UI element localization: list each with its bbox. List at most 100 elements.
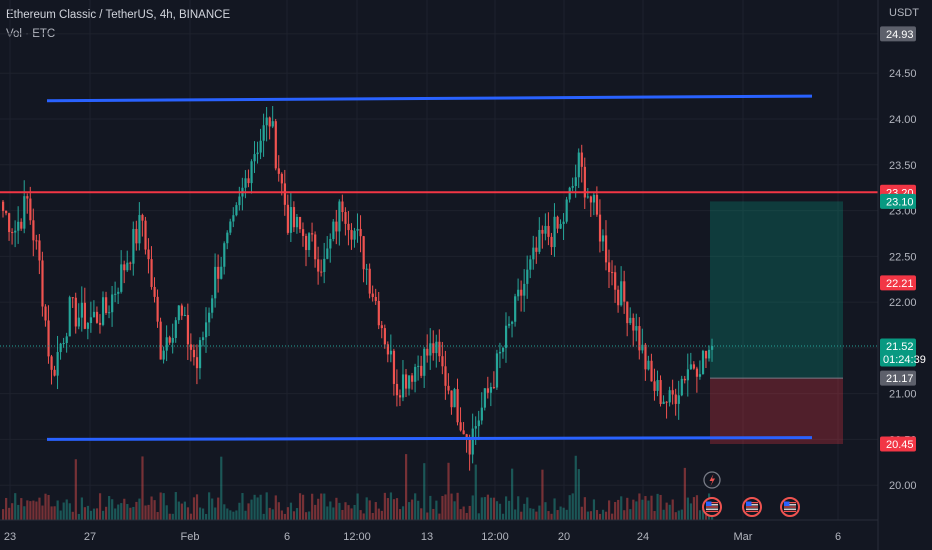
candle-body <box>277 168 280 174</box>
candle-body <box>217 266 220 279</box>
volume-bar <box>223 504 226 520</box>
flag-icon-stripe <box>746 506 758 508</box>
volume-bar <box>386 498 390 520</box>
volume-bar <box>265 492 268 520</box>
volume-bar <box>659 494 662 520</box>
volume-bar <box>562 507 565 520</box>
volume-bar <box>423 463 426 520</box>
price-tag-label: 21.52 <box>886 341 914 353</box>
price-tick-label: 24.50 <box>889 68 917 80</box>
volume-bar <box>380 510 383 520</box>
volume-bar <box>320 493 323 520</box>
candle-body <box>707 349 711 359</box>
volume-bar <box>17 504 20 520</box>
time-tick-label: 23 <box>4 531 16 543</box>
candle-body <box>59 343 62 353</box>
volume-bar <box>347 505 350 520</box>
candle-body <box>311 233 314 235</box>
time-axis[interactable]: 23 27 Feb 6 12:00 13 12:00 20 24 Mar 6 <box>0 519 878 543</box>
candle-body <box>617 289 620 306</box>
volume-bar <box>668 504 671 520</box>
volume-bar <box>377 508 380 520</box>
candle-body <box>450 390 453 408</box>
candle-body <box>171 337 174 343</box>
price-tag-label: 24.93 <box>886 29 914 41</box>
flag-icon-stripe <box>784 508 796 510</box>
candle-body <box>583 166 586 198</box>
volume-bar <box>583 497 586 520</box>
candle-body <box>429 343 432 356</box>
volume-bar <box>217 497 220 520</box>
volume-bar <box>538 505 541 520</box>
volume-bar <box>698 510 702 520</box>
candle-body <box>435 341 438 354</box>
price-tag <box>880 193 916 209</box>
candle-body <box>565 199 568 222</box>
chart-events[interactable] <box>702 471 800 517</box>
candle-body <box>101 297 105 325</box>
volume-bar <box>32 500 35 520</box>
trend-lines[interactable] <box>0 94 878 441</box>
volume-bar <box>271 509 274 520</box>
volume-bar <box>498 503 502 520</box>
candle-body <box>256 152 259 155</box>
candle-body <box>2 201 5 211</box>
volume-bar <box>117 504 120 520</box>
volume-bar <box>483 497 486 520</box>
candle-body <box>329 238 332 249</box>
volume-bar <box>95 508 99 520</box>
volume-bar <box>301 494 305 520</box>
volume-bar <box>341 509 344 520</box>
volume-bar <box>62 502 65 520</box>
volume-bar <box>629 509 632 520</box>
candle-body <box>532 247 535 260</box>
candle-body <box>704 350 708 359</box>
candle-body <box>92 311 96 318</box>
candle-body <box>668 390 671 403</box>
volume-bar <box>383 492 386 520</box>
candle-body <box>365 268 368 270</box>
volume-bar <box>23 506 26 520</box>
volume-bar <box>417 500 420 520</box>
volume-bar <box>208 492 211 520</box>
candle-body <box>47 320 50 357</box>
volume-bar <box>550 513 553 520</box>
long-position-tool[interactable] <box>710 201 843 445</box>
volume-bar <box>26 500 29 520</box>
candle-body <box>53 369 56 376</box>
candle-body <box>150 259 153 287</box>
candle-body <box>23 196 26 229</box>
volume-bar <box>671 499 674 520</box>
volume-bar <box>14 493 17 520</box>
volume-bar <box>604 511 608 520</box>
candle-body <box>68 297 71 337</box>
candle-body <box>644 344 647 370</box>
candle-body <box>538 229 541 252</box>
volume-bar <box>586 511 589 520</box>
volume-bar <box>53 506 56 520</box>
position-stop-zone <box>710 378 843 445</box>
candle-body <box>95 311 99 323</box>
volume-bar <box>477 513 480 520</box>
volume-bar <box>268 507 271 520</box>
volume-bar <box>71 511 74 520</box>
candle-body <box>201 337 205 341</box>
price-tag <box>880 26 916 42</box>
volume-bar <box>247 503 250 520</box>
candle-body <box>632 317 635 331</box>
volume-bar <box>420 508 423 520</box>
candle-body <box>326 248 329 259</box>
candle-body <box>404 374 408 389</box>
flag-icon-stripe <box>746 510 758 512</box>
candle-body <box>386 344 390 355</box>
candle-body <box>132 228 135 264</box>
candle-body <box>447 385 450 391</box>
candle-body <box>126 262 129 271</box>
price-axis[interactable]: USDT 24.9324.5024.0023.5023.0022.5022.00… <box>877 0 932 550</box>
volume-bar <box>504 496 508 520</box>
volume-bar <box>650 495 653 520</box>
volume-bar <box>305 512 308 520</box>
candle-body <box>380 325 383 329</box>
volume-bar <box>632 499 635 520</box>
